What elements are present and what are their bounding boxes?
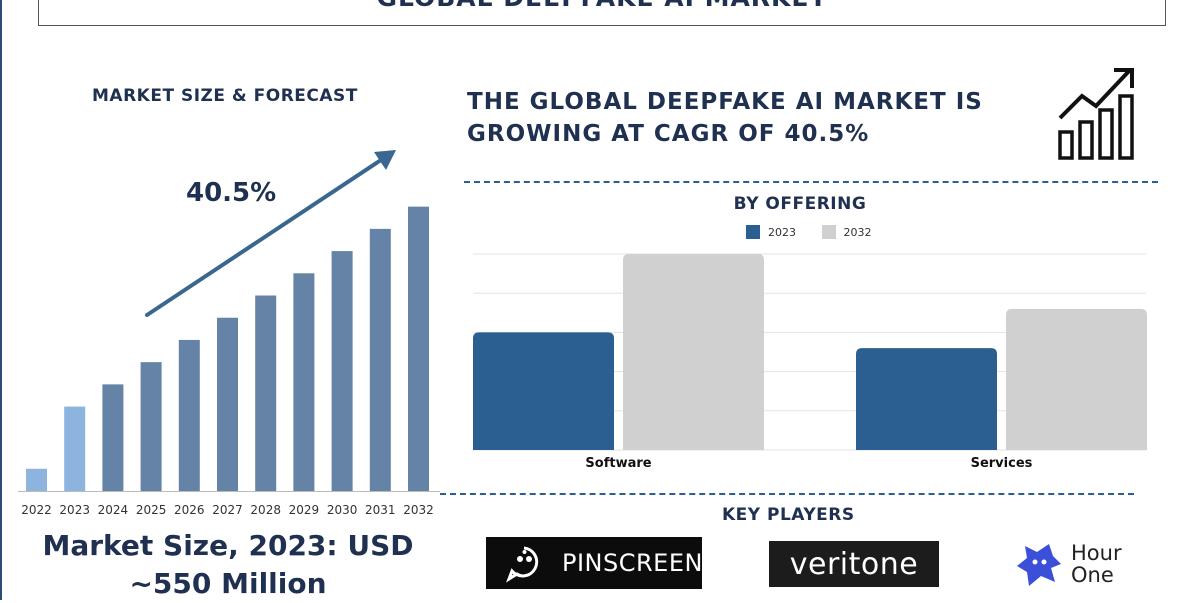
- hourone-logo: Hour One: [1015, 540, 1145, 590]
- forecast-bar-2026: [178, 339, 200, 491]
- forecast-year-label-2024: 2024: [98, 503, 129, 517]
- pinscreen-logo-icon: [506, 546, 539, 583]
- growth-arrow-head: [374, 150, 396, 170]
- forecast-bar-2022: [26, 468, 47, 491]
- forecast-year-label-2023: 2023: [59, 503, 90, 517]
- divider-top: [464, 181, 1158, 183]
- forecast-bar-2027: [217, 317, 238, 491]
- veritone-logo: veritone: [769, 541, 939, 587]
- forecast-year-label-2031: 2031: [365, 503, 396, 517]
- legend-label-2023: 2023: [768, 225, 796, 239]
- market-size-line1: Market Size, 2023: USD: [42, 529, 414, 562]
- legend-swatch-2023: [746, 225, 760, 239]
- title-banner: GLOBAL DEEPFAKE AI MARKET: [38, 0, 1166, 26]
- legend-item-2023: 2023: [746, 225, 796, 239]
- forecast-bar-2025: [140, 362, 162, 491]
- forecast-year-label-2029: 2029: [289, 503, 320, 517]
- forecast-year-label-2022: 2022: [21, 503, 52, 517]
- legend-label-2032: 2032: [843, 225, 872, 239]
- forecast-year-label-2025: 2025: [136, 503, 167, 517]
- growth-arrow-line: [145, 156, 386, 317]
- offering-bar-services-2032: [1006, 308, 1147, 450]
- cagr-annotation: 40.5%: [186, 178, 277, 208]
- forecast-bar-2029: [293, 273, 315, 491]
- legend-swatch-2032: [821, 225, 836, 239]
- cagr-headline: THE GLOBAL DEEPFAKE AI MARKET IS GROWING…: [467, 86, 983, 150]
- offering-bar-software-2032: [623, 254, 764, 450]
- cagr-headline-line1: THE GLOBAL DEEPFAKE AI MARKET IS: [467, 89, 983, 115]
- by-offering-heading: BY OFFERING: [733, 194, 867, 214]
- forecast-bar-2031: [369, 228, 391, 491]
- forecast-bar-2023: [64, 406, 86, 491]
- forecast-bar-2032: [408, 206, 429, 491]
- page-title: GLOBAL DEEPFAKE AI MARKET: [39, 0, 1165, 12]
- key-players-heading: KEY PLAYERS: [722, 505, 855, 525]
- hourone-wordmark: Hour One: [1071, 542, 1122, 586]
- market-size-summary: Market Size, 2023: USD ~550 Million: [18, 527, 438, 603]
- forecast-year-label-2027: 2027: [212, 503, 243, 517]
- forecast-year-label-2028: 2028: [250, 503, 281, 517]
- veritone-wordmark: veritone: [789, 546, 919, 582]
- forecast-bar-2028: [255, 295, 277, 491]
- forecast-year-label-2030: 2030: [327, 503, 358, 517]
- pinscreen-logo: PINSCREEN: [486, 537, 702, 589]
- offering-bar-software-2023: [473, 332, 614, 450]
- pinscreen-wordmark: PINSCREEN: [562, 549, 703, 577]
- left-frame-border: [0, 0, 2, 600]
- divider-bottom: [440, 493, 1134, 495]
- hourone-wordmark-line2: One: [1071, 563, 1114, 587]
- offering-category-label-services: Services: [971, 456, 1033, 471]
- offering-legend: 2023 2032: [746, 225, 894, 242]
- growth-chart-icon: [1058, 68, 1134, 160]
- offering-bar-services-2023: [856, 348, 997, 450]
- market-size-forecast-heading: MARKET SIZE & FORECAST: [92, 86, 358, 106]
- legend-item-2032: 2032: [821, 225, 872, 239]
- hourone-wordmark-line1: Hour: [1071, 541, 1122, 565]
- offering-category-label-software: Software: [585, 456, 651, 471]
- forecast-bar-2024: [102, 384, 124, 491]
- forecast-year-label-2032: 2032: [403, 503, 434, 517]
- forecast-year-label-2026: 2026: [174, 503, 205, 517]
- hourone-logo-icon: [1017, 544, 1061, 586]
- market-size-line2: ~550 Million: [129, 567, 327, 600]
- cagr-headline-line2: GROWING AT CAGR OF 40.5%: [467, 121, 870, 147]
- forecast-bar-2030: [331, 251, 353, 491]
